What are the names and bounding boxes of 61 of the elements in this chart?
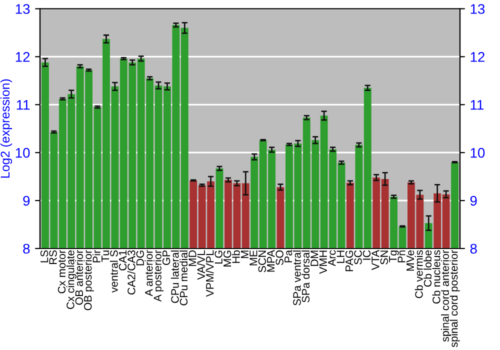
- x-tick-label: A posterior: [153, 250, 164, 302]
- x-tick-label: CA2/CA3: [127, 250, 136, 294]
- y2-tick-label: 8: [470, 244, 477, 254]
- x-tick-label: VMH: [319, 250, 327, 274]
- x-tick-label: Pa: [284, 250, 292, 262]
- x-tick-label: LH: [336, 250, 344, 263]
- x-tick-label: Tg: [389, 250, 399, 262]
- x-tick-label: VA/VL: [197, 250, 205, 280]
- x-tick-label: RS: [49, 250, 57, 264]
- y-axis-title: Log2 (expression): [0, 79, 12, 178]
- x-tick-label: ventral S: [110, 250, 118, 293]
- x-tick-label: PAG: [345, 250, 354, 272]
- y-tick-label: 10: [16, 148, 30, 158]
- x-tick-label: MG: [223, 250, 232, 266]
- x-tick-label: CPu medial: [180, 250, 188, 306]
- x-tick-label: DG: [136, 250, 144, 266]
- x-tick-label: VPM/VPL: [206, 250, 214, 297]
- x-tick-label: MPA: [267, 250, 275, 272]
- x-tick-label: Cb lobe: [424, 250, 432, 287]
- y-tick-label: 11: [16, 100, 30, 110]
- x-tick-label: SPa ventral: [292, 250, 301, 306]
- x-tick-label: VTA: [372, 250, 380, 270]
- x-tick-label: ME: [250, 250, 258, 266]
- x-tick-label: A anterior: [144, 250, 153, 296]
- x-tick-label: Tu: [102, 250, 110, 262]
- x-tick-label: MVe: [406, 250, 414, 271]
- x-tick-label: Cx cingulate: [66, 250, 76, 309]
- x-tick-label: Pir: [92, 250, 100, 262]
- x-tick-label: SN: [380, 250, 388, 264]
- x-tick-label: SCN: [258, 250, 266, 272]
- x-tick-label: SPa dorsal: [302, 250, 310, 302]
- x-tick-label: MD: [188, 250, 196, 266]
- y2-tick-label: 9: [470, 196, 477, 206]
- x-tick-label: Cx motor: [58, 250, 66, 294]
- y2-tick-label: 13: [470, 4, 485, 14]
- x-tick-label: LG: [214, 250, 222, 264]
- x-tick-label: LS: [40, 250, 48, 262]
- x-tick-label: DM: [310, 250, 318, 266]
- x-tick-label: M: [240, 250, 248, 258]
- x-tick-label: OB posterior: [84, 250, 94, 310]
- x-tick-label: OB anterior: [75, 250, 83, 305]
- x-tick-label: Cb vermis: [414, 250, 423, 298]
- x-tick-label: CA1: [118, 250, 127, 270]
- y2-tick-label: 11: [470, 100, 484, 110]
- x-tick-label: SC: [354, 250, 362, 264]
- x-tick-label: SO: [276, 250, 284, 266]
- x-tick-label: GP: [162, 250, 170, 265]
- y2-tick-label: 12: [470, 52, 484, 62]
- x-tick-label: IC: [362, 250, 371, 260]
- x-tick-label: spinal cord posterior: [450, 250, 460, 348]
- y2-tick-label: 10: [470, 148, 485, 158]
- x-tick-label: Hb: [232, 250, 240, 263]
- y-tick-label: 13: [16, 4, 30, 14]
- y-tick-label: 8: [23, 244, 30, 254]
- y-tick-label: 9: [23, 196, 30, 206]
- x-tick-label: CPu lateral: [170, 250, 179, 303]
- x-tick-label: Arc: [328, 250, 336, 266]
- y-tick-label: 12: [16, 52, 30, 62]
- x-tick-label: Cb nucleus: [432, 250, 440, 304]
- x-tick-label: Pn: [398, 250, 406, 262]
- x-tick-label: spinal cord anterior: [441, 250, 452, 342]
